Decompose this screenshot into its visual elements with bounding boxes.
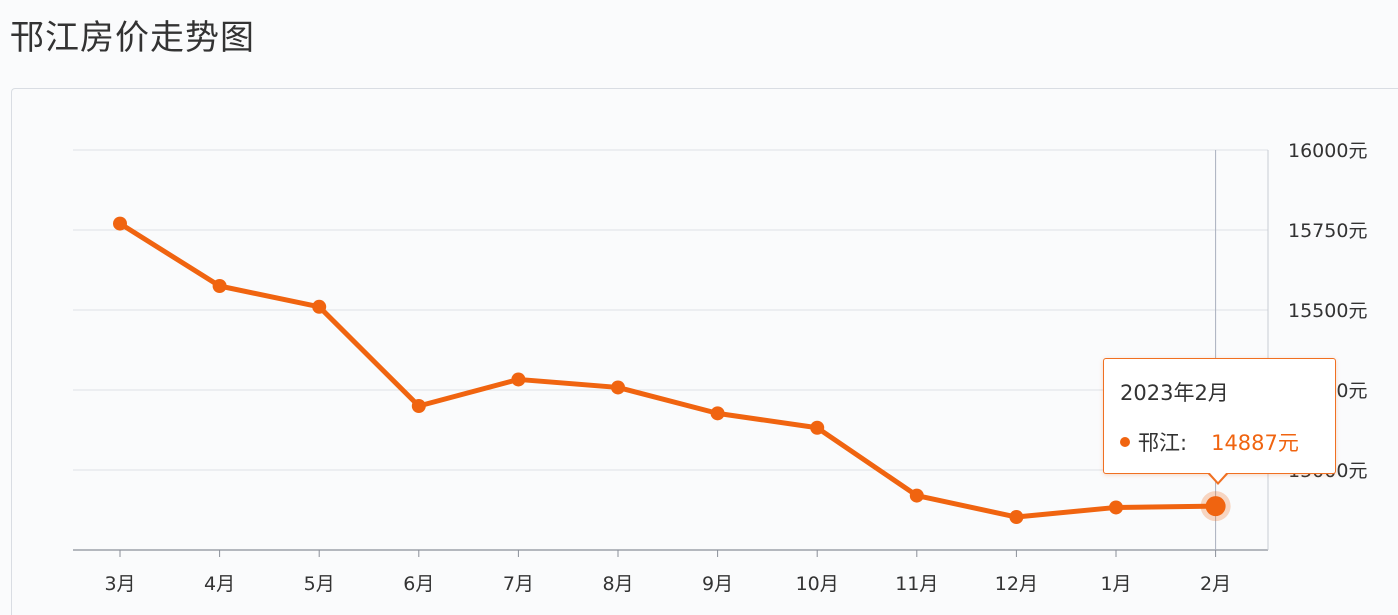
page-title: 邗江房价走势图: [10, 18, 255, 58]
y-tick-label: 15750元: [1288, 220, 1367, 242]
x-tick-label: 5月: [304, 573, 335, 595]
x-tick-label: 7月: [503, 573, 534, 595]
x-tick-label: 9月: [702, 573, 733, 595]
tooltip-pointer-fill: [1209, 472, 1227, 482]
data-point[interactable]: [411, 399, 426, 413]
x-axis: [73, 150, 1269, 551]
data-point[interactable]: [909, 488, 924, 503]
y-tick-label: 15500元: [1288, 300, 1367, 322]
tooltip-value: 14887元: [1211, 431, 1299, 455]
chart-panel: [11, 88, 1398, 615]
x-tick-label: 2月: [1200, 573, 1231, 595]
x-tick-label: 1月: [1100, 573, 1131, 595]
data-point[interactable]: [1109, 500, 1123, 515]
data-points[interactable]: [113, 216, 1231, 525]
tooltip-series-dot: [1120, 437, 1130, 447]
data-point[interactable]: [113, 216, 127, 231]
data-point[interactable]: [212, 279, 227, 293]
x-tick-label: 8月: [602, 573, 633, 595]
series-line: [117, 221, 1219, 520]
x-tick-labels: 3月 4月 5月 6月 7月 8月 9月 10月 11月 12月 1月 2月: [104, 550, 1231, 595]
x-tick-label: 11月: [895, 573, 938, 595]
data-point-highlighted[interactable]: [1205, 496, 1226, 517]
tooltip-title: 2023年2月: [1120, 381, 1229, 405]
series-path: [117, 221, 1219, 520]
chart-tooltip: 2023年2月 邗江: 14887元: [1103, 358, 1336, 474]
data-point[interactable]: [611, 380, 625, 395]
x-tick-label: 6月: [403, 573, 434, 595]
x-tick-label: 12月: [995, 573, 1038, 595]
data-point[interactable]: [312, 299, 327, 314]
data-point[interactable]: [511, 372, 526, 387]
grid-lines: [73, 149, 1268, 471]
tooltip-series-label: 邗江:: [1138, 431, 1188, 455]
tooltip-row: 邗江: 14887元: [1120, 427, 1299, 457]
y-axis: 16000元15750元15500元15250元15000元: [1288, 140, 1367, 482]
data-point[interactable]: [810, 420, 825, 435]
x-tick-label: 10月: [796, 573, 839, 595]
data-point[interactable]: [1009, 510, 1024, 525]
y-tick-label: 16000元: [1288, 140, 1367, 162]
x-tick-label: 4月: [204, 573, 235, 595]
data-point[interactable]: [710, 406, 725, 421]
x-tick-label: 3月: [104, 573, 135, 595]
